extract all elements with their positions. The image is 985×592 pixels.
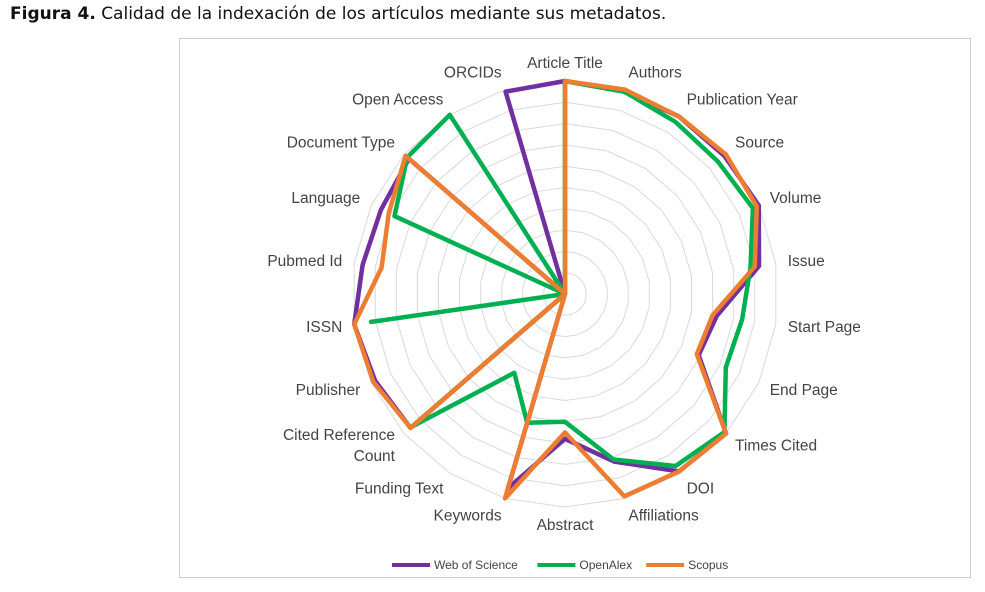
legend-label: Scopus bbox=[688, 558, 728, 572]
axis-label-pubmed-id: Pubmed Id bbox=[267, 253, 342, 270]
axis-label-line: ORCIDs bbox=[444, 64, 502, 81]
grid-ring bbox=[416, 144, 714, 444]
axis-label-article-title: Article Title bbox=[527, 55, 603, 72]
axis-label-line: Authors bbox=[628, 64, 682, 81]
axis-label-line: Times Cited bbox=[735, 437, 817, 454]
axis-label-line: Publication Year bbox=[687, 92, 798, 109]
axis-label-doi: DOI bbox=[687, 480, 715, 497]
axis-label-line: Article Title bbox=[527, 55, 603, 72]
axis-label-line: ISSN bbox=[306, 319, 342, 336]
legend-label: Web of Science bbox=[434, 558, 518, 572]
axis-label-line: End Page bbox=[770, 382, 838, 399]
legend-label: OpenAlex bbox=[579, 558, 632, 572]
axis-label-line: Keywords bbox=[434, 508, 502, 525]
axis-label-source: Source bbox=[735, 135, 784, 152]
axis-label-keywords: Keywords bbox=[434, 508, 502, 525]
axis-label-issue: Issue bbox=[788, 253, 825, 270]
chart-frame: Article Title Authors Publication Year Sour… bbox=[179, 38, 971, 578]
grid-ring bbox=[480, 208, 650, 380]
legend-item-scopus: Scopus bbox=[646, 558, 728, 572]
axis-label-line: Volume bbox=[770, 190, 822, 207]
axis-label-funding-text: Funding Text bbox=[355, 480, 444, 497]
axis-label-orcids: ORCIDs bbox=[444, 64, 502, 81]
axis-label-open-access: Open Access bbox=[352, 92, 444, 109]
axis-label-line: Document Type bbox=[287, 135, 395, 152]
radar-chart: Article Title Authors Publication Year Sour… bbox=[267, 55, 861, 572]
grid-ring bbox=[522, 250, 608, 338]
axis-label-end-page: End Page bbox=[770, 382, 838, 399]
axis-label-volume: Volume bbox=[770, 190, 822, 207]
axis-label-layer: Article Title Authors Publication Year Sour… bbox=[267, 55, 861, 534]
series-line-scopus bbox=[351, 78, 760, 501]
axis-label-line: Abstract bbox=[537, 517, 595, 534]
figure-caption-label: Figura 4. bbox=[10, 4, 96, 24]
axis-label-publication-year: Publication Year bbox=[687, 92, 798, 109]
series-line-openalex bbox=[368, 78, 756, 469]
axis-label-line: Count bbox=[354, 448, 396, 465]
axis-label-line: Language bbox=[291, 190, 360, 207]
legend-item-openalex: OpenAlex bbox=[537, 558, 632, 572]
legend: Web of Science OpenAlex Scopus bbox=[392, 558, 728, 572]
axis-label-authors: Authors bbox=[628, 64, 682, 81]
figure-caption: Figura 4. Calidad de la indexación de lo… bbox=[10, 4, 666, 24]
axis-label-line: Issue bbox=[788, 253, 825, 270]
axis-label-affiliations: Affiliations bbox=[628, 508, 699, 525]
axis-label-publisher: Publisher bbox=[296, 382, 361, 399]
axis-label-line: DOI bbox=[687, 480, 715, 497]
axis-label-language: Language bbox=[291, 190, 360, 207]
axis-label-document-type: Document Type bbox=[287, 135, 395, 152]
axis-label-line: Affiliations bbox=[628, 508, 699, 525]
axis-label-issn: ISSN bbox=[306, 319, 342, 336]
axis-label-line: Source bbox=[735, 135, 784, 152]
axis-label-line: Cited Reference bbox=[283, 427, 395, 444]
axis-label-line: Publisher bbox=[296, 382, 361, 399]
axis-label-start-page: Start Page bbox=[788, 319, 861, 336]
axis-label-line: Pubmed Id bbox=[267, 253, 342, 270]
grid-ring bbox=[395, 123, 735, 465]
legend-item-web-of-science: Web of Science bbox=[392, 558, 518, 572]
figure-caption-text: Calidad de la indexación de los artículo… bbox=[101, 4, 667, 24]
axis-label-cited-reference-count: Cited Reference Count bbox=[283, 427, 396, 465]
axis-label-abstract: Abstract bbox=[537, 517, 595, 534]
grid-ring bbox=[459, 186, 671, 402]
grid-ring bbox=[501, 229, 629, 359]
axis-label-line: Funding Text bbox=[355, 480, 444, 497]
axis-label-times-cited: Times Cited bbox=[735, 437, 817, 454]
axis-label-line: Open Access bbox=[352, 92, 444, 109]
series-layer bbox=[351, 78, 762, 501]
axis-label-line: Start Page bbox=[788, 319, 861, 336]
